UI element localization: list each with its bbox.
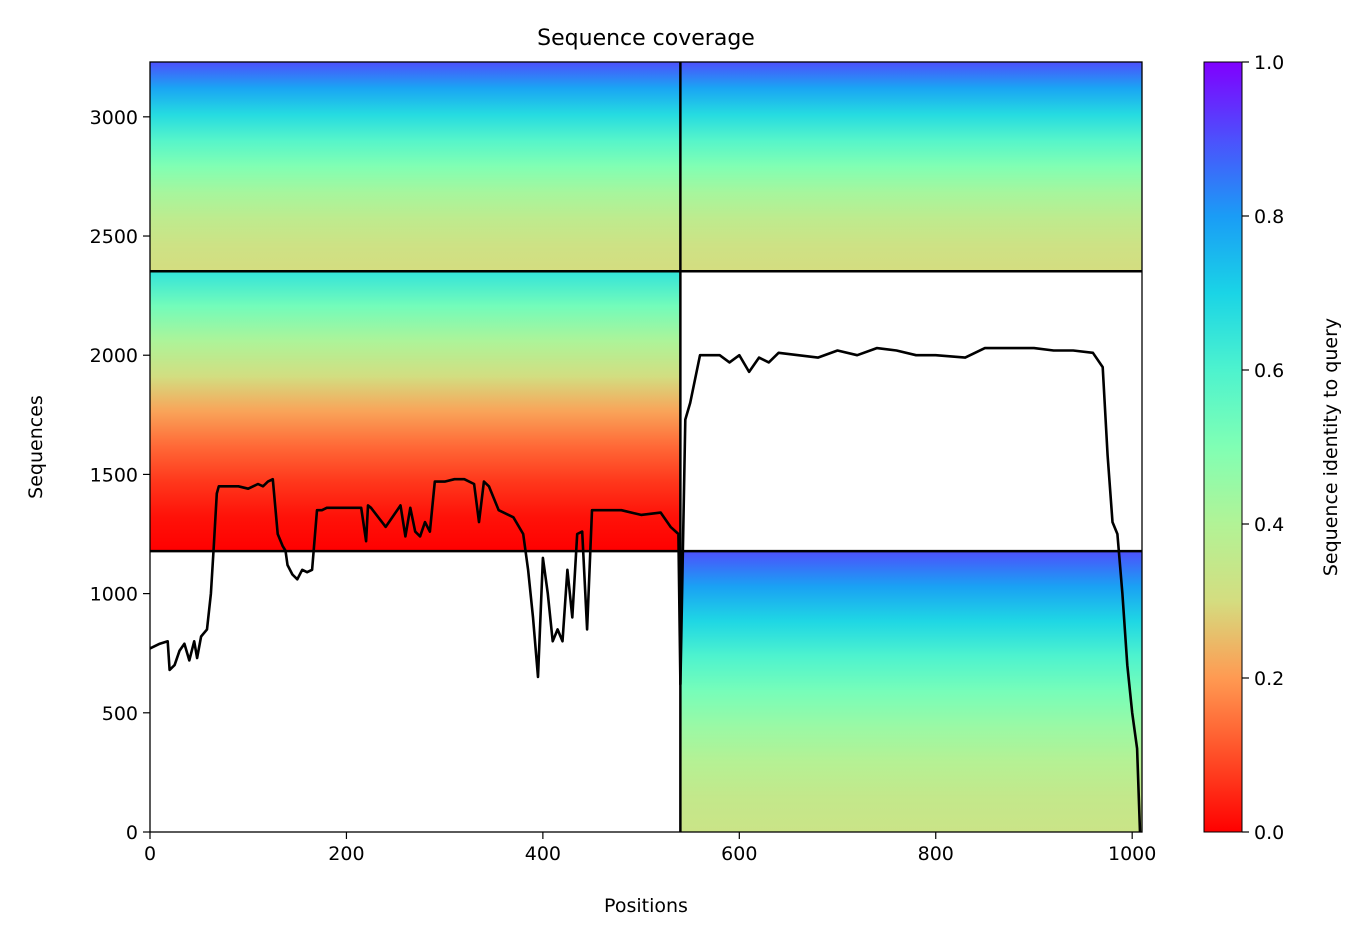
colorbar-tick-label: 1.0 (1254, 52, 1284, 74)
coverage-line (150, 346, 1142, 832)
y-axis-label: Sequences (25, 395, 47, 499)
colorbar-tick-label: 0.8 (1254, 206, 1284, 228)
colorbar-tick-label: 0.6 (1254, 360, 1284, 382)
x-tick-label: 400 (525, 843, 561, 865)
heatmap-block (150, 271, 681, 552)
colorbar-tick-label: 0.2 (1254, 668, 1284, 690)
x-tick-label: 600 (721, 843, 757, 865)
coverage-heatmap (150, 62, 1142, 832)
colorbar-tick-label: 0.0 (1254, 822, 1284, 844)
y-tick-label: 1000 (90, 584, 138, 606)
x-axis-ticks: 0 200 400 600 800 1000 (144, 832, 1156, 865)
x-tick-label: 800 (918, 843, 954, 865)
colorbar-label: Sequence identity to query (1320, 318, 1342, 576)
colorbar-tick-label: 0.4 (1254, 514, 1284, 536)
plot-frame (149, 61, 1143, 833)
x-tick-label: 200 (328, 843, 364, 865)
chart-title: Sequence coverage (537, 26, 755, 51)
y-tick-label: 0 (126, 822, 138, 844)
x-axis-label: Positions (604, 895, 688, 917)
y-axis-ticks: 0 500 1000 1500 2000 2500 3000 (90, 107, 150, 844)
heatmap-block (680, 551, 1142, 832)
block-dividers (150, 62, 1142, 832)
x-tick-label: 1000 (1108, 843, 1156, 865)
y-tick-label: 1500 (90, 464, 138, 486)
y-tick-label: 2000 (90, 345, 138, 367)
coverage-line-layer (150, 346, 1142, 832)
heatmap-block (150, 62, 1142, 272)
colorbar (1203, 61, 1243, 833)
y-tick-label: 500 (102, 703, 138, 725)
y-tick-label: 3000 (90, 107, 138, 129)
y-tick-label: 2500 (90, 226, 138, 248)
colorbar-ticks: 0.0 0.2 0.4 0.6 0.8 1.0 (1242, 52, 1284, 844)
x-tick-label: 0 (144, 843, 156, 865)
